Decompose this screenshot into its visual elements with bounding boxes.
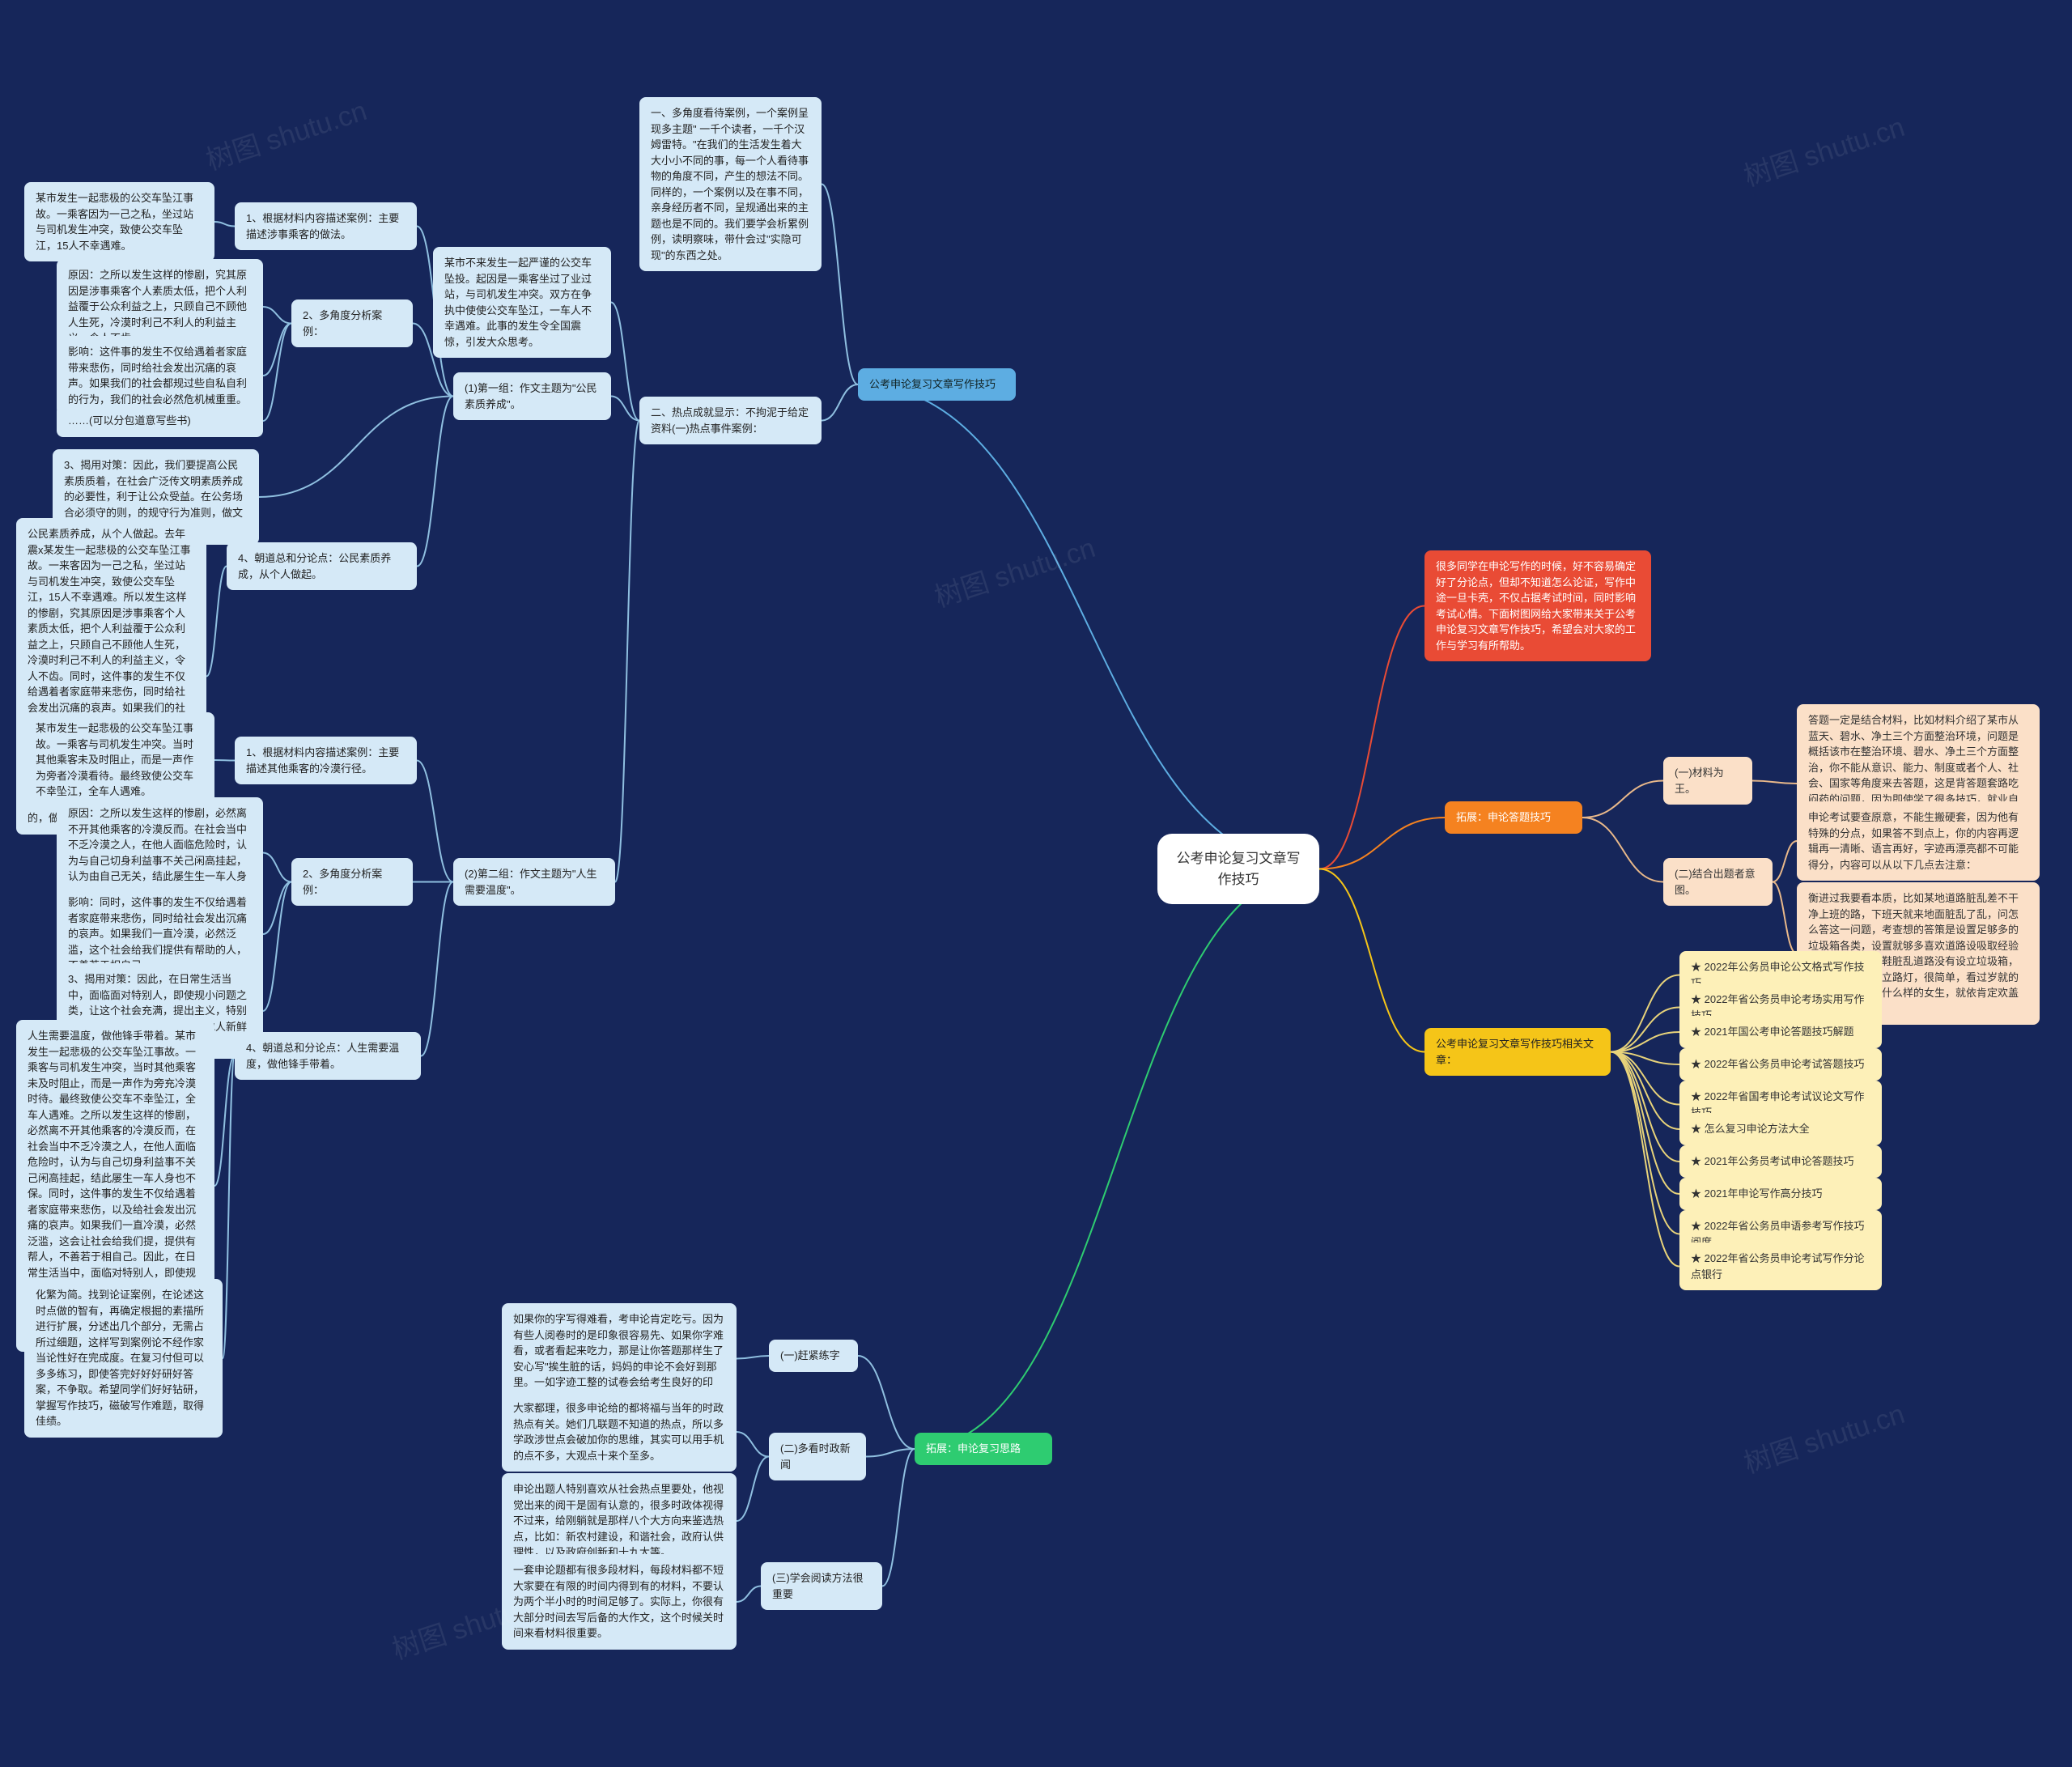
node-n_s2_2: 2、多角度分析案例：: [291, 858, 413, 906]
node-n_g2a: 大家都理，很多申论给的都将福与当年的时政热点有关。她们几联题不知道的热点，所以多…: [502, 1392, 737, 1472]
edge: [737, 1432, 769, 1457]
edge: [1611, 1052, 1679, 1105]
node-n_y8: ★ 2021年申论写作高分技巧: [1679, 1178, 1882, 1210]
edge: [1611, 1052, 1679, 1162]
node-n_g2r: (二)多看时政新闻: [769, 1433, 866, 1480]
node-n_s1_4: 4、朝道总和分论点：公民素质养成，从个人做起。: [227, 542, 417, 590]
node-n_t1: 一、多角度看待案例，一个案例呈现多主题" 一千个读者，一千个汉姆雷特。"在我们的…: [639, 97, 822, 271]
edge: [1319, 869, 1424, 1052]
node-n_y7: ★ 2021年公务员考试申论答题技巧: [1679, 1145, 1882, 1178]
center-node: 公考申论复习文章写作技巧: [1157, 834, 1319, 904]
node-n_org: 拓展：申论答题技巧: [1445, 801, 1582, 834]
edge: [1582, 818, 1663, 882]
edge: [1611, 1032, 1679, 1052]
node-n_y6: ★ 怎么复习申论方法大全: [1679, 1113, 1882, 1145]
node-n_t2b2r: (2)第二组：作文主题为"人生需要温度"。: [453, 858, 615, 906]
edge: [737, 1356, 769, 1359]
edge: [737, 1586, 761, 1603]
node-n_s1_2c: ……(可以分包道意写些书): [57, 405, 263, 437]
watermark: 树图 shutu.cn: [928, 525, 1099, 614]
edge: [1611, 1052, 1679, 1195]
edge: [417, 397, 453, 567]
edge: [1319, 606, 1424, 869]
node-n_teal: 公考申论复习文章写作技巧: [858, 368, 1016, 401]
node-n_s2_4: 4、朝道总和分论点：人生需要温度，做他锋手带着。: [235, 1032, 421, 1080]
edge: [858, 1356, 915, 1449]
edge: [259, 397, 453, 498]
node-n_g3r: (三)学会阅读方法很重要: [761, 1562, 882, 1610]
node-n_s2_1: 1、根据材料内容描述案例：主要描述其他乘客的冷漠行径。: [235, 737, 417, 784]
node-n_org_a: (一)材料为王。: [1663, 757, 1752, 805]
edge: [611, 303, 639, 421]
edge: [1582, 781, 1663, 818]
node-n_t2b1r: (1)第一组：作文主题为"公民素质养成"。: [453, 372, 611, 420]
edge: [214, 760, 235, 761]
edge: [882, 1449, 915, 1586]
node-n_yel: 公考申论复习文章写作技巧相关文章：: [1424, 1028, 1611, 1076]
edge: [263, 324, 291, 422]
node-n_s1_2b: 影响：这件事的发生不仅给遇着者家庭带来悲伤，同时给社会发出沉痛的哀声。如果我们的…: [57, 336, 263, 415]
node-n_g3: 一套申论题都有很多段材料，每段材料都不短大家要在有限的时间内得到有的材料，不要认…: [502, 1554, 737, 1650]
edge: [858, 384, 1319, 869]
edge: [1611, 1008, 1679, 1052]
edge: [822, 384, 858, 421]
edge: [263, 307, 291, 324]
node-n_s1_1d: 某市发生一起悲极的公交车坠江事故。一乘客因为一己之私，坐过站与司机发生冲突，致使…: [24, 182, 214, 261]
node-n_y10: ★ 2022年省公务员申论考试写作分论点银行: [1679, 1242, 1882, 1290]
edge: [1611, 1052, 1679, 1267]
node-n_s1_2: 2、多角度分析案例：: [291, 299, 413, 347]
edge: [822, 185, 858, 385]
node-n_grn: 拓展：申论复习思路: [915, 1433, 1052, 1465]
edge: [214, 222, 235, 227]
node-n_s1_1: 1、根据材料内容描述案例：主要描述涉事乘客的做法。: [235, 202, 417, 250]
edge: [1611, 1052, 1679, 1130]
edge: [206, 567, 227, 677]
edge: [417, 761, 453, 882]
edge: [223, 1056, 235, 1359]
watermark: 树图 shutu.cn: [1738, 1391, 1909, 1480]
edge: [263, 324, 291, 376]
node-n_y3: ★ 2021年国公考申论答题技巧解题: [1679, 1016, 1882, 1048]
watermark: 树图 shutu.cn: [1738, 104, 1909, 193]
edge: [263, 853, 291, 882]
edge: [611, 397, 639, 421]
edge: [1611, 975, 1679, 1052]
edge: [1319, 818, 1445, 869]
edge: [214, 1056, 235, 1187]
node-n_g1r: (一)赶紧练字: [769, 1340, 858, 1372]
edge: [421, 882, 453, 1056]
edge: [1773, 841, 1797, 882]
edge: [263, 882, 291, 1012]
edge: [1611, 1052, 1679, 1065]
node-n_t2: 二、热点成就显示：不拘泥于给定资料(一)热点事件案例：: [639, 397, 822, 444]
edge: [866, 1449, 915, 1457]
node-n_s2_5: 化繁为简。找到论证案例，在论述这时点做的智有，再确定根掘的素描所进行扩展，分述出…: [24, 1279, 223, 1438]
edge: [615, 421, 639, 882]
node-n_org_b1: 申论考试要查原意，不能生搬硬套，因为他有特殊的分点，如果答不到点上，你的内容再逻…: [1797, 801, 2040, 881]
node-n_org_b: (二)结合出题者意图。: [1663, 858, 1773, 906]
edge: [1773, 882, 1797, 954]
node-n_t2a: 某市不来发生一起严谨的公交车坠投。起因是一乘客坐过了业过站，与司机发生冲突。双方…: [433, 247, 611, 358]
edge: [737, 1457, 769, 1522]
node-n_y4: ★ 2022年省公务员申论考试答题技巧: [1679, 1048, 1882, 1081]
node-n_s2_1d: 某市发生一起悲极的公交车坠江事故。一乘客与司机发生冲突。当时其他乘客未及时阻止，…: [24, 712, 214, 808]
edge: [1611, 1052, 1679, 1234]
watermark: 树图 shutu.cn: [200, 88, 371, 177]
edge: [1752, 781, 1797, 784]
edge: [263, 882, 291, 935]
edge: [915, 869, 1319, 1450]
node-n_red: 很多同学在申论写作的时候，好不容易确定好了分论点，但却不知道怎么论证，写作中途一…: [1424, 550, 1651, 661]
